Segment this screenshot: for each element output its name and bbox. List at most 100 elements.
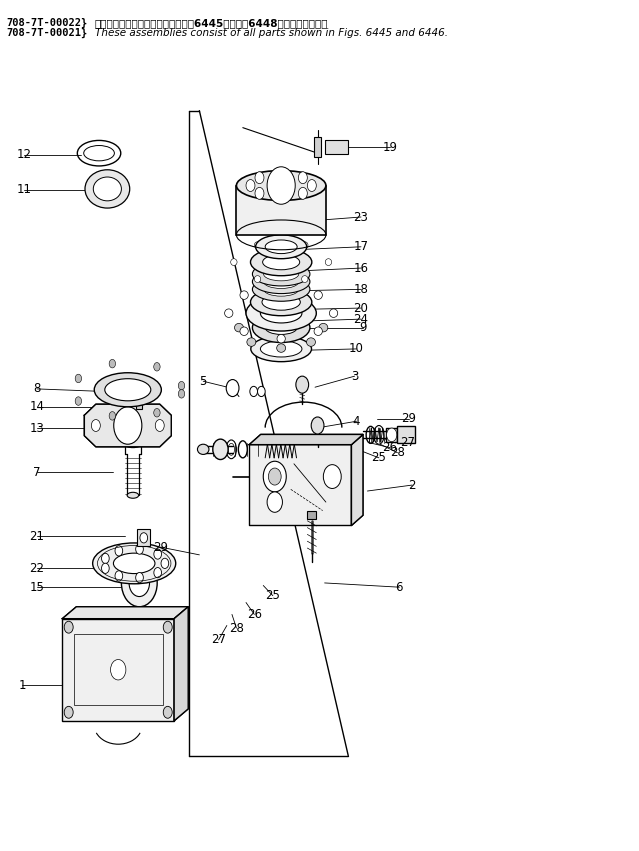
Bar bbox=[236, 186, 326, 235]
Ellipse shape bbox=[250, 248, 312, 276]
Bar bbox=[386, 428, 397, 442]
Text: 8: 8 bbox=[33, 382, 41, 396]
Circle shape bbox=[255, 187, 264, 199]
Text: 12: 12 bbox=[17, 148, 32, 162]
Bar bbox=[63, 619, 174, 721]
Text: 28: 28 bbox=[229, 621, 244, 635]
Ellipse shape bbox=[252, 277, 310, 301]
Circle shape bbox=[154, 549, 162, 559]
Text: 5: 5 bbox=[199, 374, 207, 388]
Ellipse shape bbox=[235, 323, 243, 332]
Text: 708-7T-00022}: 708-7T-00022} bbox=[6, 18, 88, 28]
Ellipse shape bbox=[264, 283, 299, 296]
Polygon shape bbox=[63, 607, 188, 619]
Circle shape bbox=[298, 172, 307, 184]
Circle shape bbox=[155, 420, 164, 431]
Circle shape bbox=[307, 180, 316, 191]
Ellipse shape bbox=[277, 344, 286, 352]
Circle shape bbox=[267, 167, 295, 204]
Bar bbox=[249, 444, 351, 525]
Text: 29: 29 bbox=[153, 540, 169, 554]
Circle shape bbox=[178, 381, 185, 390]
Text: 17: 17 bbox=[353, 240, 369, 254]
Ellipse shape bbox=[277, 303, 286, 311]
Circle shape bbox=[267, 492, 282, 512]
Circle shape bbox=[64, 706, 73, 718]
Ellipse shape bbox=[250, 288, 312, 316]
Polygon shape bbox=[249, 434, 363, 445]
Text: 27: 27 bbox=[400, 436, 415, 449]
Ellipse shape bbox=[125, 441, 141, 448]
Text: 7: 7 bbox=[33, 465, 41, 479]
Text: 19: 19 bbox=[382, 140, 397, 154]
Ellipse shape bbox=[314, 327, 322, 335]
Circle shape bbox=[246, 180, 255, 191]
Text: These assemblies consist of all parts shown in Figs. 6445 and 6446.: These assemblies consist of all parts sh… bbox=[95, 28, 447, 38]
Ellipse shape bbox=[114, 553, 155, 574]
Circle shape bbox=[115, 571, 123, 581]
Ellipse shape bbox=[302, 276, 308, 283]
Ellipse shape bbox=[325, 259, 332, 266]
Ellipse shape bbox=[247, 338, 256, 346]
Text: 22: 22 bbox=[29, 562, 45, 575]
Circle shape bbox=[298, 187, 307, 199]
Text: 21: 21 bbox=[29, 529, 45, 543]
Ellipse shape bbox=[197, 444, 209, 454]
Ellipse shape bbox=[307, 338, 316, 346]
Ellipse shape bbox=[277, 334, 286, 343]
Circle shape bbox=[154, 568, 162, 578]
Circle shape bbox=[323, 465, 341, 488]
Circle shape bbox=[263, 461, 286, 492]
Bar bbox=[397, 426, 415, 443]
Ellipse shape bbox=[236, 170, 326, 201]
Ellipse shape bbox=[85, 170, 130, 208]
Text: 26: 26 bbox=[382, 441, 397, 454]
Ellipse shape bbox=[319, 323, 328, 332]
Circle shape bbox=[387, 428, 397, 442]
Polygon shape bbox=[84, 404, 171, 447]
Circle shape bbox=[115, 545, 123, 556]
Ellipse shape bbox=[246, 295, 316, 331]
Text: 29: 29 bbox=[401, 412, 417, 426]
Circle shape bbox=[102, 563, 109, 574]
Circle shape bbox=[102, 553, 109, 563]
Ellipse shape bbox=[264, 275, 299, 288]
Circle shape bbox=[91, 420, 100, 431]
Bar bbox=[314, 137, 321, 157]
Ellipse shape bbox=[93, 177, 121, 201]
Ellipse shape bbox=[261, 340, 302, 357]
Circle shape bbox=[64, 621, 73, 633]
Bar bbox=[136, 396, 142, 409]
Circle shape bbox=[114, 407, 142, 444]
Text: 1: 1 bbox=[19, 678, 26, 692]
Text: 6: 6 bbox=[396, 580, 403, 594]
Text: 11: 11 bbox=[17, 183, 32, 197]
Circle shape bbox=[296, 376, 309, 393]
Ellipse shape bbox=[105, 379, 151, 401]
Text: 4: 4 bbox=[353, 414, 360, 428]
Ellipse shape bbox=[330, 309, 337, 317]
Ellipse shape bbox=[307, 309, 316, 317]
Circle shape bbox=[135, 544, 143, 554]
Circle shape bbox=[109, 359, 116, 368]
Text: 23: 23 bbox=[353, 210, 369, 224]
Text: 9: 9 bbox=[359, 321, 367, 334]
Circle shape bbox=[250, 386, 258, 397]
Ellipse shape bbox=[265, 321, 297, 334]
Ellipse shape bbox=[314, 291, 322, 300]
Text: 27: 27 bbox=[211, 633, 226, 647]
Text: 25: 25 bbox=[265, 589, 281, 603]
Ellipse shape bbox=[93, 543, 176, 584]
Circle shape bbox=[154, 363, 160, 371]
Circle shape bbox=[75, 397, 82, 405]
Bar bbox=[307, 511, 316, 519]
Ellipse shape bbox=[127, 492, 139, 499]
Text: 3: 3 bbox=[351, 369, 358, 383]
Circle shape bbox=[277, 168, 286, 180]
Bar bbox=[137, 529, 150, 546]
Circle shape bbox=[111, 660, 126, 680]
Ellipse shape bbox=[231, 259, 237, 266]
Ellipse shape bbox=[261, 303, 302, 323]
Text: 28: 28 bbox=[390, 446, 405, 460]
Ellipse shape bbox=[256, 235, 307, 259]
